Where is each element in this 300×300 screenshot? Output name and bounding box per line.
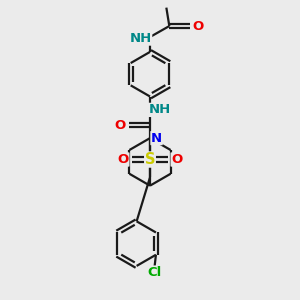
Text: NH: NH bbox=[129, 32, 152, 45]
Text: NH: NH bbox=[148, 103, 171, 116]
Text: S: S bbox=[145, 152, 155, 167]
Text: O: O bbox=[171, 153, 182, 166]
Text: O: O bbox=[118, 153, 129, 166]
Text: N: N bbox=[151, 132, 162, 145]
Text: O: O bbox=[193, 20, 204, 33]
Text: O: O bbox=[115, 119, 126, 132]
Text: Cl: Cl bbox=[147, 266, 162, 279]
